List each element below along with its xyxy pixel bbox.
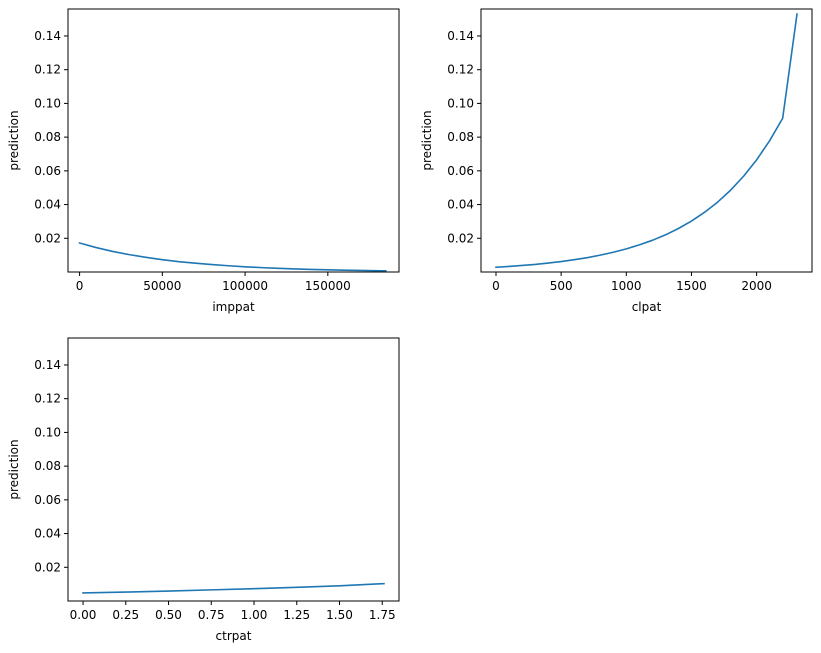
y-tick-label: 0.02 [34,231,61,245]
y-tick-label: 0.10 [34,96,61,110]
x-axis-label: clpat [632,300,662,314]
y-tick-label: 0.14 [34,358,61,372]
y-tick-label: 0.08 [447,130,474,144]
y-tick-label: 0.14 [447,29,474,43]
y-tick-label: 0.04 [34,198,61,212]
subplot-2: 0 500 1000 1500 2000 0.02 0.04 0.06 0.08 0.10 0.12… [420,8,813,314]
y-axis-label: prediction [7,110,21,170]
prediction-line-2-1 [495,13,798,269]
x-tick-label: 150000 [305,279,351,293]
y-tick-label: 0.04 [34,527,61,541]
x-tick-label: 1000 [611,279,642,293]
x-tick-label: 0.00 [70,608,97,622]
x-axis-label: imppat [212,300,255,314]
y-tick-label: 0.02 [34,560,61,574]
x-tick-label: 1.25 [283,608,310,622]
prediction-line-1-1 [78,242,387,272]
x-tick-label: 0 [492,279,500,293]
subplot-3: 0.00 0.25 0.50 0.75 1.00 1.25 1.50 1.75 0.02 0.04… [7,337,400,643]
y-tick-label: 0.12 [447,63,474,77]
y-tick-label: 0.10 [447,96,474,110]
x-tick-label: 1500 [676,279,707,293]
x-tick-label: 1.50 [326,608,353,622]
y-tick-label: 0.02 [447,231,474,245]
subplot-1: 0 50000 100000 150000 0.02 0.04 0.06 0.08 0.10 0.… [7,8,400,314]
y-axis-label: prediction [420,110,434,170]
x-tick-label: 2000 [741,279,772,293]
x-axis-label: ctrpat [216,629,252,643]
plot-frame [67,337,400,602]
y-tick-label: 0.06 [34,493,61,507]
x-tick-label: 0.25 [112,608,139,622]
y-axis-label: prediction [7,439,21,499]
x-tick-label: 0.50 [155,608,182,622]
x-tick-label: 0 [76,279,84,293]
y-tick-label: 0.06 [447,164,474,178]
x-tick-label: 50000 [143,279,181,293]
y-tick-label: 0.14 [34,29,61,43]
plot-frame [67,8,400,273]
y-tick-label: 0.08 [34,459,61,473]
x-tick-label: 1.75 [369,608,396,622]
y-tick-label: 0.12 [34,392,61,406]
y-tick-label: 0.08 [34,130,61,144]
y-tick-label: 0.12 [34,63,61,77]
y-tick-label: 0.10 [34,425,61,439]
x-tick-label: 500 [550,279,573,293]
y-tick-label: 0.06 [34,164,61,178]
x-tick-label: 1.00 [241,608,268,622]
plot-frame [480,8,813,273]
prediction-line-3-1 [82,582,385,594]
x-tick-label: 100000 [222,279,268,293]
y-tick-label: 0.04 [447,198,474,212]
x-tick-label: 0.75 [198,608,225,622]
